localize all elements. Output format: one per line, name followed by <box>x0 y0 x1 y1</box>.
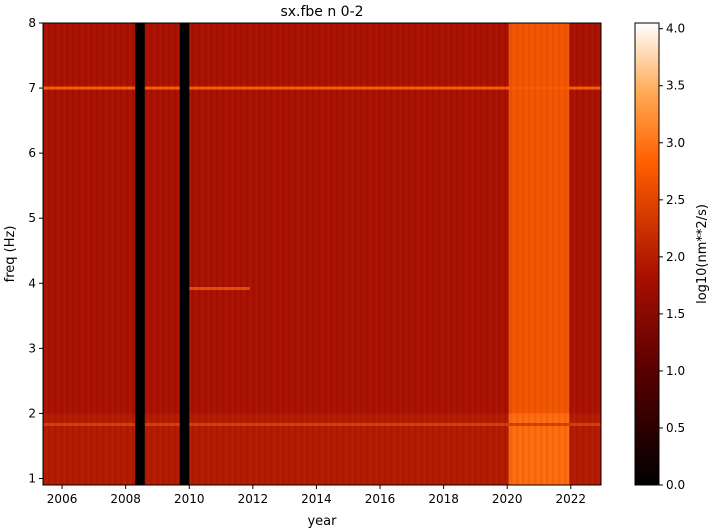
colorbar-tick-label: 3.0 <box>666 136 685 150</box>
y-tick-label: 3 <box>28 341 36 355</box>
x-tick-label: 2014 <box>301 492 332 506</box>
x-tick-label: 2022 <box>556 492 587 506</box>
data-gap <box>135 23 145 485</box>
x-axis-label: year <box>307 514 337 529</box>
y-tick-label: 7 <box>28 81 36 95</box>
y-tick-label: 2 <box>28 406 36 420</box>
heatmap-area <box>43 23 601 485</box>
x-tick-label: 2018 <box>428 492 459 506</box>
y-tick-label: 5 <box>28 211 36 225</box>
y-axis-label: freq (Hz) <box>3 226 18 283</box>
x-tick-label: 2010 <box>174 492 205 506</box>
texture-overlay <box>43 23 601 485</box>
colorbar-tick-label: 2.5 <box>666 193 685 207</box>
plot-frame <box>42 22 602 486</box>
x-tick-label: 2020 <box>492 492 523 506</box>
x-tick-label: 2008 <box>110 492 141 506</box>
chart-title: sx.fbe n 0-2 <box>280 4 363 20</box>
x-tick-label: 2016 <box>365 492 396 506</box>
colorbar-tick-label: 1.5 <box>666 307 685 321</box>
x-tick-label: 2006 <box>47 492 78 506</box>
colorbar-tick-label: 2.0 <box>666 250 685 264</box>
data-gap <box>179 23 190 485</box>
colorbar-tick-label: 3.5 <box>666 79 685 93</box>
colorbar <box>634 22 660 486</box>
y-tick-label: 6 <box>28 146 36 160</box>
y-tick-label: 4 <box>28 276 36 290</box>
y-tick-label: 1 <box>28 471 36 485</box>
colorbar-tick-label: 0.5 <box>666 421 685 435</box>
colorbar-tick-label: 4.0 <box>666 22 685 36</box>
y-tick-label: 8 <box>28 16 36 30</box>
colorbar-label: log10(nm**2/s) <box>695 204 710 304</box>
colorbar-tick-label: 0.0 <box>666 478 685 492</box>
colorbar-tick-label: 1.0 <box>666 364 685 378</box>
x-tick-label: 2012 <box>238 492 269 506</box>
